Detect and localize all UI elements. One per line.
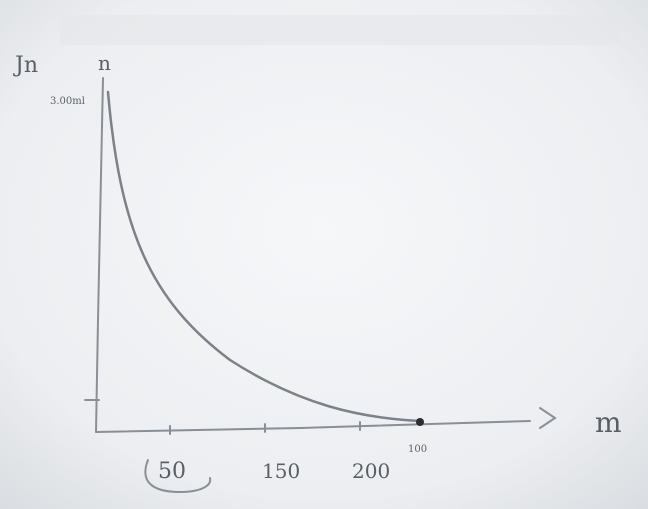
x-tick-label: 200	[352, 459, 390, 483]
x-arrow	[539, 407, 557, 429]
y-axis-label: Jn	[13, 53, 38, 78]
decay-curve	[106, 90, 422, 423]
x-end-value: 100	[408, 444, 427, 455]
y-top-value: 3.00ml	[50, 96, 85, 107]
drawing	[84, 77, 557, 494]
smudge	[60, 15, 620, 45]
x-tick-label: 150	[262, 459, 300, 483]
x-axis	[95, 420, 531, 433]
x-tick-marks	[169, 421, 361, 435]
y-axis	[95, 77, 104, 433]
x-axis-label: m	[595, 406, 622, 439]
end-dot	[416, 418, 424, 426]
y-axis-symbol: n	[98, 51, 111, 75]
circle-mark	[144, 459, 212, 494]
x-tick-label: 50	[158, 459, 186, 484]
